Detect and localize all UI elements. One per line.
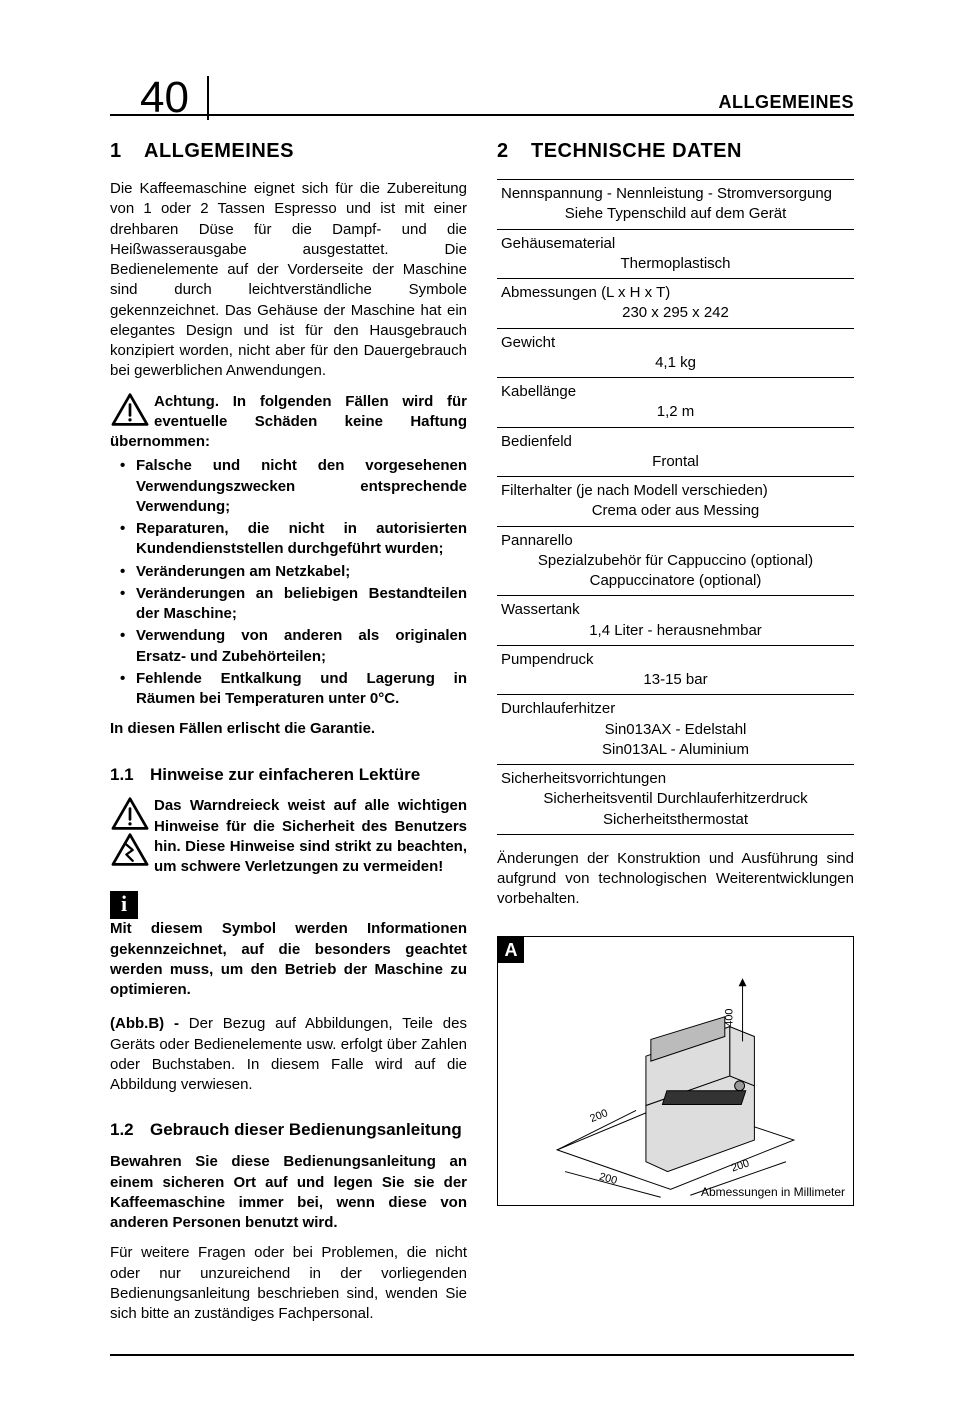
diagram-letter: A [498,937,524,963]
info-icon: i [110,891,138,919]
page-number: 40 [140,76,209,120]
spec-row: PannarelloSpezialzubehör für Cappuccino … [497,527,854,597]
spec-row: Filterhalter (je nach Modell verschieden… [497,477,854,527]
diagram-caption: Abmessungen in Millimeter [701,1184,845,1200]
dim-height: 400 [724,1008,736,1026]
spec-value: 13-15 bar [501,670,850,690]
spec-value: 1,2 m [501,402,850,422]
spec-value: Sin013AX - Edelstahl [501,720,850,740]
warning-block: Achtung. In folgenden Fällen wird für ev… [110,392,467,453]
spec-label: Wassertank [501,600,850,620]
section-title: Hinweise zur einfacheren Lektüre [150,765,420,784]
spec-label: Pannarello [501,531,850,551]
spec-label: Sicherheitsvorrichtungen [501,769,850,789]
spec-label: Pumpendruck [501,650,850,670]
section-2-heading: 2TECHNISCHE DATEN [497,138,854,165]
page-header: 40 ALLGEMEINES [110,70,854,116]
section-1-heading: 1ALLGEMEINES [110,138,467,165]
spec-value: 230 x 295 x 242 [501,303,850,323]
spec-value: Cappuccinatore (optional) [501,571,850,591]
spec-row: BedienfeldFrontal [497,428,854,478]
warning-bullet: Veränderungen am Netzkabel; [110,562,467,582]
dimension-diagram: A 400 200 [497,936,854,1206]
section-title: ALLGEMEINES [144,140,294,162]
warning-triangle-icon [110,392,150,428]
section-number: 2 [497,138,531,165]
spec-label: Nennspannung - Nennleistung - Stromverso… [501,184,850,204]
content-columns: 1ALLGEMEINES Die Kaffeemaschine eignet s… [110,138,854,1334]
warning-triangle-icon [110,796,150,868]
info-note-block: i Mit diesem Symbol werden Informationen… [110,891,467,1000]
spec-value: Siehe Typenschild auf dem Gerät [501,204,850,224]
manual-storage-note: Bewahren Sie diese Bedienungsanleitung a… [110,1152,467,1233]
spec-label: Abmessungen (L x H x T) [501,283,850,303]
warning-bullet: Fehlende Entkalkung und Lagerung in Räum… [110,669,467,710]
warning-bullet: Verwendung von anderen als originalen Er… [110,626,467,667]
column-left: 1ALLGEMEINES Die Kaffeemaschine eignet s… [110,138,467,1334]
spec-value: Sicherheitsthermostat [501,810,850,830]
section-1-2-heading: 1.2Gebrauch dieser Bedienungsanleitung [110,1119,467,1142]
footer-rule [110,1354,854,1356]
abb-paragraph: (Abb.B) - Der Bezug auf Abbildungen, Tei… [110,1014,467,1095]
dim-side1: 200 [588,1107,609,1125]
warning-bullet: Falsche und nicht den vorgesehenen Verwe… [110,456,467,517]
spec-note: Änderungen der Konstruktion und Ausführu… [497,849,854,910]
spec-row: DurchlauferhitzerSin013AX - EdelstahlSin… [497,695,854,765]
spec-value: Sicherheitsventil Durchlauferhitzerdruck [501,789,850,809]
spec-row: Pumpendruck13-15 bar [497,646,854,696]
warning-bullet: Reparaturen, die nicht in autorisierten … [110,519,467,560]
spec-value: 1,4 Liter - herausnehmbar [501,621,850,641]
further-questions-note: Für weitere Fragen oder bei Problemen, d… [110,1243,467,1324]
warning-lead: Achtung. In folgenden Fällen wird für ev… [110,392,467,453]
spec-row: Gewicht4,1 kg [497,329,854,379]
dim-side2: 200 [598,1170,619,1186]
warning-bullet-list: Falsche und nicht den vorgesehenen Verwe… [110,456,467,709]
triangle-note-text: Das Warndreieck weist auf alle wichtigen… [110,796,467,877]
spec-label: Filterhalter (je nach Modell verschieden… [501,481,850,501]
spec-label: Gehäusematerial [501,234,850,254]
abb-label: (Abb.B) - [110,1015,189,1032]
spec-label: Durchlauferhitzer [501,699,850,719]
spec-row: Nennspannung - Nennleistung - Stromverso… [497,180,854,230]
section-title: TECHNISCHE DATEN [531,140,742,162]
column-right: 2TECHNISCHE DATEN Nennspannung - Nennlei… [497,138,854,1334]
section-number: 1.2 [110,1119,150,1142]
machine-illustration: 400 200 200 200 [498,937,853,1205]
spec-value: Spezialzubehör für Cappuccino (optional) [501,551,850,571]
spec-label: Kabellänge [501,382,850,402]
spec-row: GehäusematerialThermoplastisch [497,230,854,280]
warning-bullet: Veränderungen an beliebigen Bestandteile… [110,584,467,625]
spec-value: Thermoplastisch [501,254,850,274]
spec-value: Frontal [501,452,850,472]
dim-side3: 200 [730,1157,751,1174]
page-header-title: ALLGEMEINES [209,90,854,114]
spec-value: 4,1 kg [501,353,850,373]
section-title: Gebrauch dieser Bedienungsanleitung [150,1120,462,1139]
spec-row: SicherheitsvorrichtungenSicherheitsventi… [497,765,854,835]
spec-row: Wassertank1,4 Liter - herausnehmbar [497,596,854,646]
section-number: 1.1 [110,764,150,787]
spec-label: Bedienfeld [501,432,850,452]
triangle-note-block: Das Warndreieck weist auf alle wichtigen… [110,796,467,877]
intro-paragraph: Die Kaffeemaschine eignet sich für die Z… [110,179,467,382]
warranty-note: In diesen Fällen erlischt die Garantie. [110,719,467,739]
spec-row: Kabellänge1,2 m [497,378,854,428]
spec-value: Sin013AL - Aluminium [501,740,850,760]
info-note-text: Mit diesem Symbol werden Informationen g… [110,919,467,1000]
spec-value: Crema oder aus Messing [501,501,850,521]
spec-table: Nennspannung - Nennleistung - Stromverso… [497,179,854,835]
spec-label: Gewicht [501,333,850,353]
spec-row: Abmessungen (L x H x T)230 x 295 x 242 [497,279,854,329]
section-1-1-heading: 1.1Hinweise zur einfacheren Lektüre [110,764,467,787]
section-number: 1 [110,138,144,165]
